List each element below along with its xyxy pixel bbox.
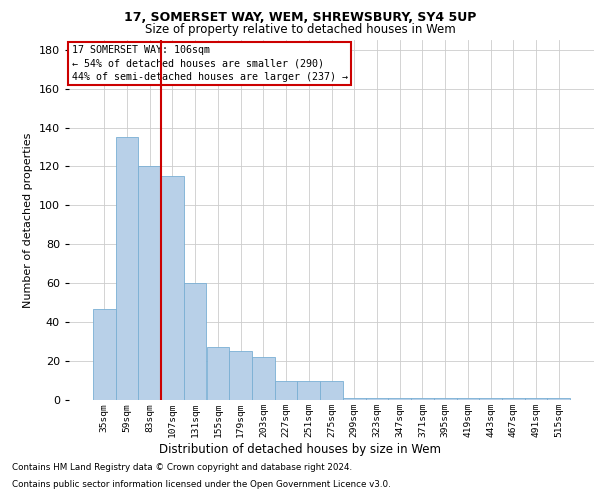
Bar [343,398,365,400]
Bar [252,357,275,400]
Text: Contains public sector information licensed under the Open Government Licence v3: Contains public sector information licen… [12,480,391,489]
Bar [457,398,479,400]
Bar [184,283,206,400]
Text: Contains HM Land Registry data © Crown copyright and database right 2024.: Contains HM Land Registry data © Crown c… [12,464,352,472]
Bar [320,380,343,400]
Bar [365,398,388,400]
Bar [547,398,570,400]
Bar [411,398,434,400]
Bar [388,398,411,400]
Text: 17, SOMERSET WAY, WEM, SHREWSBURY, SY4 5UP: 17, SOMERSET WAY, WEM, SHREWSBURY, SY4 5… [124,11,476,24]
Text: 17 SOMERSET WAY: 106sqm
← 54% of detached houses are smaller (290)
44% of semi-d: 17 SOMERSET WAY: 106sqm ← 54% of detache… [71,46,347,82]
Text: Distribution of detached houses by size in Wem: Distribution of detached houses by size … [159,442,441,456]
Bar [524,398,547,400]
Bar [479,398,502,400]
Bar [116,138,139,400]
Bar [93,308,116,400]
Bar [206,348,229,400]
Bar [139,166,161,400]
Bar [502,398,524,400]
Bar [434,398,457,400]
Y-axis label: Number of detached properties: Number of detached properties [23,132,33,308]
Bar [298,380,320,400]
Bar [161,176,184,400]
Bar [275,380,298,400]
Text: Size of property relative to detached houses in Wem: Size of property relative to detached ho… [145,22,455,36]
Bar [229,352,252,400]
